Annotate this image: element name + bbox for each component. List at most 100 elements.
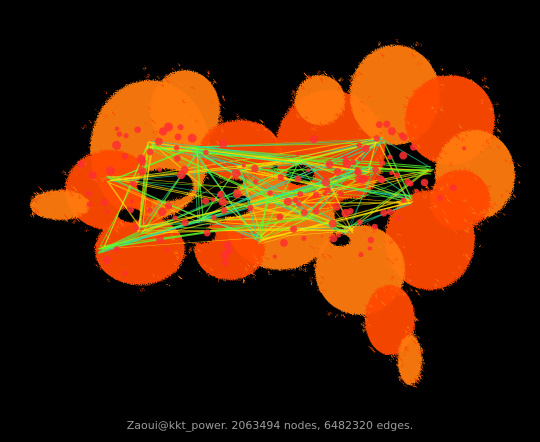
graph-fringe	[327, 311, 332, 316]
graph-fringe	[251, 271, 254, 276]
graph-fringe	[306, 75, 311, 80]
graph-fringe	[402, 292, 404, 295]
graph-fringe	[331, 86, 334, 90]
graph-fringe	[369, 303, 374, 307]
graph-fringe	[218, 105, 220, 108]
graph-fringe	[337, 106, 341, 109]
graph-fringe	[413, 340, 417, 345]
graph-fringe	[384, 227, 388, 230]
graph-node-cluster	[137, 166, 147, 176]
graph-fringe	[433, 184, 437, 189]
graph-fringe	[405, 96, 410, 100]
graph-fringe	[171, 238, 176, 241]
graph-node-cluster	[251, 164, 259, 173]
graph-node-cluster	[231, 169, 241, 178]
graph-fringe	[386, 265, 392, 269]
graph-fringe	[391, 261, 394, 265]
graph-fringe	[381, 283, 385, 287]
graph-fringe	[366, 222, 370, 227]
graph-fringe	[178, 63, 181, 67]
graph-fringe	[273, 137, 278, 141]
graph-fringe	[472, 212, 477, 214]
graph-fringe	[334, 313, 339, 318]
graph-edge	[196, 139, 378, 149]
graph-fringe	[69, 189, 73, 193]
graph-fringe	[99, 177, 104, 182]
graph-node-cluster	[312, 207, 320, 215]
graph-fringe	[417, 292, 421, 296]
graph-fringe	[212, 81, 217, 84]
graph-node-cluster	[154, 137, 163, 146]
graph-fringe	[398, 348, 404, 352]
graph-fringe	[100, 144, 106, 147]
graph-node-cluster	[86, 201, 93, 208]
graph-fringe	[329, 78, 333, 82]
graph-fringe	[72, 186, 77, 191]
graph-fringe	[266, 255, 269, 258]
graph-fringe	[381, 300, 386, 306]
graph-fringe	[467, 225, 472, 227]
graph-node-cluster	[329, 234, 338, 243]
graph-edge	[345, 202, 412, 229]
graph-fringe	[388, 241, 392, 245]
graph-fringe	[392, 354, 397, 357]
graph-fringe	[375, 287, 379, 292]
graph-node-cluster	[339, 191, 345, 197]
graph-fringe	[435, 164, 437, 166]
graph-fringe	[302, 87, 305, 90]
graph-fringe	[448, 162, 453, 166]
graph-fringe	[482, 205, 485, 209]
graph-fringe	[408, 108, 411, 112]
graph-fringe	[33, 210, 39, 215]
graph-fringe	[376, 158, 379, 161]
graph-fringe	[337, 87, 341, 91]
graph-fringe	[412, 330, 416, 333]
graph-fringe	[397, 243, 402, 248]
graph-fringe	[321, 276, 324, 279]
graph-edge	[239, 169, 333, 190]
graph-node-cluster	[253, 179, 259, 185]
graph-fringe	[316, 124, 322, 129]
graph-fringe	[320, 234, 324, 238]
graph-edge	[348, 168, 429, 229]
graph-fringe	[32, 192, 37, 195]
graph-fringe	[431, 152, 434, 155]
graph-fringe	[478, 244, 482, 248]
graph-fringe	[500, 194, 503, 197]
graph-node-cluster	[292, 197, 299, 204]
graph-fringe	[516, 163, 521, 167]
graph-fringe	[105, 91, 108, 94]
graph-fringe	[400, 345, 402, 349]
graph-node-cluster	[342, 158, 350, 166]
graph-fringe	[217, 276, 222, 282]
graph-fringe	[353, 93, 356, 98]
graph-fringe	[405, 330, 407, 334]
graph-fringe	[303, 268, 307, 272]
graph-fringe	[446, 167, 450, 171]
graph-fringe	[95, 264, 98, 267]
graph-node-cluster	[137, 154, 146, 163]
graph-node-cluster	[112, 140, 122, 150]
graph-fringe	[107, 227, 111, 231]
graph-node-cluster	[462, 146, 467, 151]
graph-fringe	[494, 103, 499, 106]
graph-fringe	[160, 84, 163, 87]
graph-node-cluster	[367, 246, 373, 251]
graph-edge	[107, 176, 271, 204]
graph-edge	[195, 151, 257, 241]
graph-fringe	[464, 168, 466, 171]
graph-fringe	[403, 293, 406, 297]
graph-fringe	[400, 376, 403, 381]
graph-fringe	[460, 141, 465, 145]
graph-fringe	[422, 139, 426, 143]
graph-fringe	[119, 221, 124, 227]
graph-fringe	[432, 208, 435, 211]
graph-fringe	[489, 108, 494, 113]
graph-fringe	[204, 159, 209, 164]
graph-fringe	[497, 128, 502, 133]
graph-fringe	[152, 204, 156, 208]
graph-fringe	[72, 219, 77, 224]
graph-fringe	[403, 380, 407, 384]
graph-fringe	[435, 74, 439, 77]
graph-fringe	[239, 118, 243, 122]
